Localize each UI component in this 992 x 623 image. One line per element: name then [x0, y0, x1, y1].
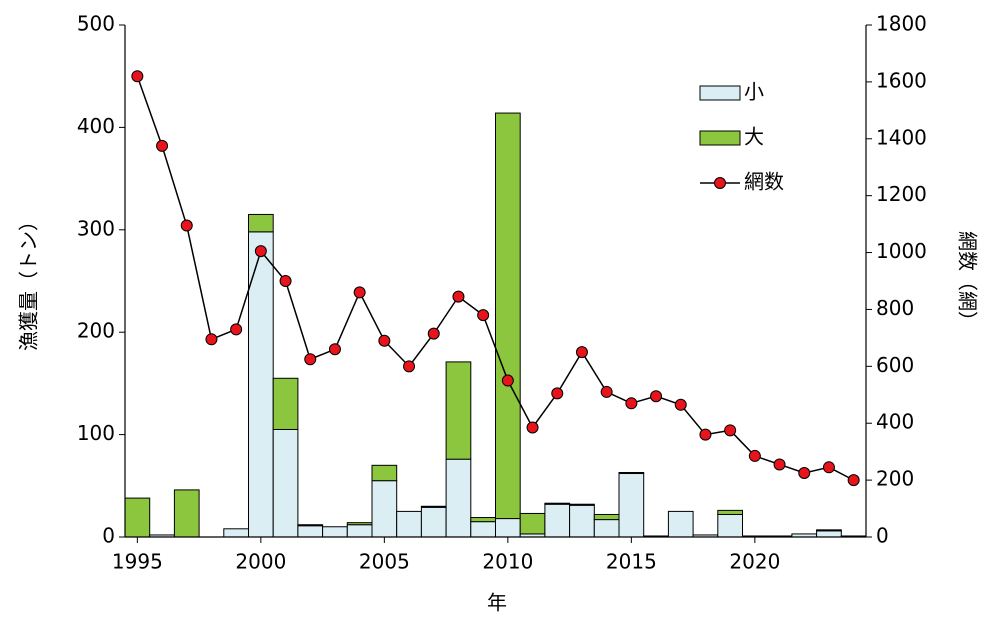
bar — [593, 513, 620, 521]
y2-tick-label: 1400 — [876, 125, 927, 149]
bar — [173, 489, 200, 538]
x-tick-label: 2000 — [235, 550, 286, 574]
y-tick-label: 400 — [77, 114, 115, 138]
marker — [551, 387, 564, 400]
marker — [748, 449, 761, 462]
y2-tick-label: 200 — [876, 467, 914, 491]
marker — [822, 461, 835, 474]
marker — [328, 343, 341, 356]
y-tick-label: 500 — [77, 12, 115, 36]
marker — [625, 397, 638, 410]
bar — [495, 518, 521, 538]
y-axis-label: 漁獲量（トン） — [17, 211, 41, 351]
x-axis-label: 年 — [487, 591, 507, 615]
bar — [420, 505, 447, 508]
bar — [223, 528, 250, 538]
bar — [519, 512, 546, 535]
marker — [156, 139, 169, 152]
bar — [445, 458, 472, 538]
marker — [477, 309, 490, 322]
bar — [420, 506, 447, 538]
bar — [322, 526, 348, 538]
marker — [131, 70, 144, 83]
bar — [593, 519, 620, 538]
y2-tick-label: 0 — [876, 524, 889, 548]
y-tick-label: 300 — [77, 216, 115, 240]
marker — [600, 385, 613, 398]
bar — [346, 522, 373, 526]
bar — [297, 525, 324, 538]
marker — [180, 219, 193, 232]
marker — [724, 424, 737, 437]
bar — [569, 503, 595, 506]
y2-tick-label: 1600 — [876, 68, 927, 92]
marker — [304, 353, 317, 366]
bar — [297, 524, 324, 527]
y2-tick-label: 1000 — [876, 239, 927, 263]
x-tick-label: 2005 — [359, 550, 410, 574]
x-tick-label: 2015 — [606, 550, 657, 574]
bar — [470, 521, 496, 538]
bar — [816, 530, 842, 538]
marker — [575, 346, 588, 359]
x-tick-label: 2020 — [729, 550, 780, 574]
y2-tick-label: 1800 — [876, 12, 927, 36]
bar — [371, 480, 398, 538]
marker — [205, 333, 218, 346]
marker — [403, 360, 416, 373]
bar — [544, 503, 571, 538]
bar — [618, 473, 645, 538]
legend-swatch — [699, 130, 741, 146]
bar — [346, 524, 373, 538]
marker — [674, 398, 687, 411]
marker — [847, 474, 860, 487]
marker — [699, 428, 712, 441]
legend-swatch — [699, 85, 741, 101]
bar — [569, 504, 595, 538]
y-tick-label: 0 — [102, 524, 115, 548]
bar — [717, 509, 743, 515]
bar — [371, 464, 398, 482]
bar — [667, 510, 694, 538]
y2-tick-label: 1200 — [876, 182, 927, 206]
legend-label: 網数 — [744, 170, 784, 194]
y2-axis-label: 網数（網） — [956, 231, 980, 331]
legend-label: 大 — [744, 125, 764, 149]
marker — [254, 245, 267, 258]
bar — [396, 510, 422, 538]
bar — [717, 513, 743, 538]
y2-tick-label: 600 — [876, 353, 914, 377]
legend-label: 小 — [744, 80, 764, 104]
y-tick-label: 100 — [77, 421, 115, 445]
marker — [452, 290, 465, 303]
bar — [470, 517, 496, 523]
marker — [353, 286, 366, 299]
x-tick-label: 1995 — [112, 550, 163, 574]
y-tick-label: 200 — [77, 319, 115, 343]
bar — [495, 112, 521, 520]
marker — [427, 327, 440, 340]
x-tick-label: 2010 — [482, 550, 533, 574]
marker — [773, 458, 786, 471]
marker — [378, 334, 391, 347]
marker — [798, 467, 811, 479]
legend-marker — [714, 177, 726, 189]
bar — [124, 497, 151, 538]
bar — [272, 428, 299, 538]
bar — [544, 502, 571, 505]
bar — [618, 471, 645, 475]
bar — [816, 529, 842, 532]
marker — [230, 323, 243, 336]
y2-tick-label: 800 — [876, 296, 914, 320]
marker — [526, 421, 539, 434]
bar — [248, 213, 274, 233]
marker — [279, 275, 292, 287]
bar — [272, 377, 299, 430]
y2-tick-label: 400 — [876, 410, 914, 434]
marker — [501, 374, 514, 387]
marker — [650, 390, 663, 403]
bar — [445, 361, 472, 460]
